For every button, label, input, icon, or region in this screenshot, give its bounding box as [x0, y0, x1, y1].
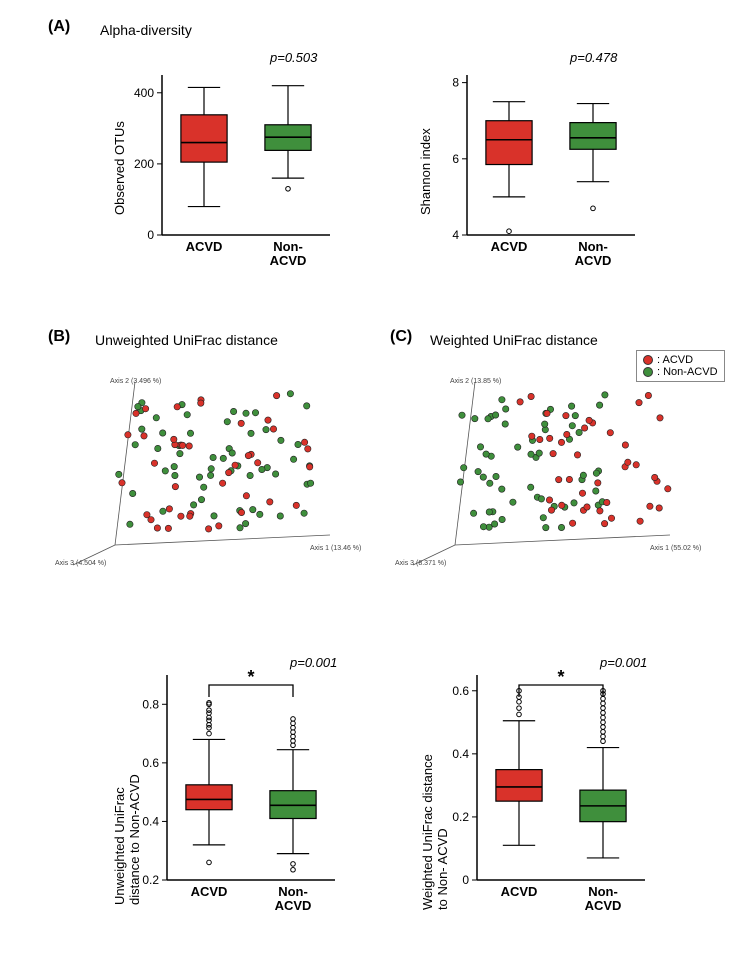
- svg-text:ACVD: ACVD: [270, 253, 307, 268]
- svg-text:ACVD: ACVD: [501, 884, 538, 899]
- panel-a-right-boxplot: 468ACVDNon-ACVD: [435, 55, 645, 275]
- panel-c-scatter3d: [395, 370, 695, 570]
- svg-text:0.4: 0.4: [452, 747, 469, 761]
- svg-text:0: 0: [147, 228, 154, 242]
- panel-c-axis1-label: Axis 1 (55.02 %): [650, 545, 701, 552]
- panel-b-boxplot: 0.20.40.60.8ACVDNon-ACVD*: [135, 640, 345, 930]
- svg-text:0.4: 0.4: [142, 814, 159, 828]
- svg-text:Non-: Non-: [578, 239, 608, 254]
- svg-text:0.2: 0.2: [452, 810, 469, 824]
- panel-b-title: Unweighted UniFrac distance: [95, 332, 278, 348]
- svg-text:ACVD: ACVD: [575, 253, 612, 268]
- svg-text:0.2: 0.2: [142, 873, 159, 887]
- panel-b-axis3-label: Axis 3 (4.504 %): [55, 560, 106, 567]
- svg-text:*: *: [247, 667, 254, 687]
- panel-a-right-ylabel: Shannon index: [418, 128, 433, 215]
- panel-b-axis1-label: Axis 1 (13.46 %): [310, 545, 361, 552]
- panel-c-axis2-label: Axis 2 (13.85 %): [450, 378, 501, 385]
- panel-a-label: (A): [48, 18, 70, 36]
- panel-c-title: Weighted UniFrac distance: [430, 332, 598, 348]
- svg-text:400: 400: [134, 86, 154, 100]
- svg-text:Non-: Non-: [588, 884, 618, 899]
- svg-text:*: *: [557, 667, 564, 687]
- panel-a-left-boxplot: 0200400ACVDNon-ACVD: [130, 55, 340, 275]
- svg-text:0.8: 0.8: [142, 697, 159, 711]
- svg-text:0: 0: [462, 873, 469, 887]
- svg-text:ACVD: ACVD: [585, 898, 622, 913]
- svg-text:Non-: Non-: [273, 239, 303, 254]
- panel-c-axis3-label: Axis 3 (8.371 %): [395, 560, 446, 567]
- svg-text:ACVD: ACVD: [191, 884, 228, 899]
- svg-text:ACVD: ACVD: [186, 239, 223, 254]
- panel-b-label: (B): [48, 328, 70, 346]
- svg-text:Non-: Non-: [278, 884, 308, 899]
- panel-c-boxplot: 00.20.40.6ACVDNon-ACVD*: [445, 640, 655, 930]
- svg-text:ACVD: ACVD: [275, 898, 312, 913]
- svg-text:6: 6: [452, 152, 459, 166]
- figure-root: (A) Alpha-diversity p=0.503 p=0.478 Obse…: [0, 0, 750, 963]
- svg-text:8: 8: [452, 76, 459, 90]
- panel-b-scatter3d: [55, 370, 355, 570]
- svg-text:0.6: 0.6: [452, 684, 469, 698]
- svg-text:0.6: 0.6: [142, 756, 159, 770]
- legend-dot-acvd: [643, 355, 653, 365]
- svg-text:4: 4: [452, 228, 459, 242]
- legend-label-acvd: : ACVD: [657, 354, 693, 366]
- panel-a-title: Alpha-diversity: [100, 22, 192, 38]
- panel-a-left-ylabel: Observed OTUs: [112, 121, 127, 215]
- panel-c-label: (C): [390, 328, 412, 346]
- svg-text:200: 200: [134, 157, 154, 171]
- svg-text:ACVD: ACVD: [491, 239, 528, 254]
- panel-b-axis2-label: Axis 2 (3.496 %): [110, 378, 161, 385]
